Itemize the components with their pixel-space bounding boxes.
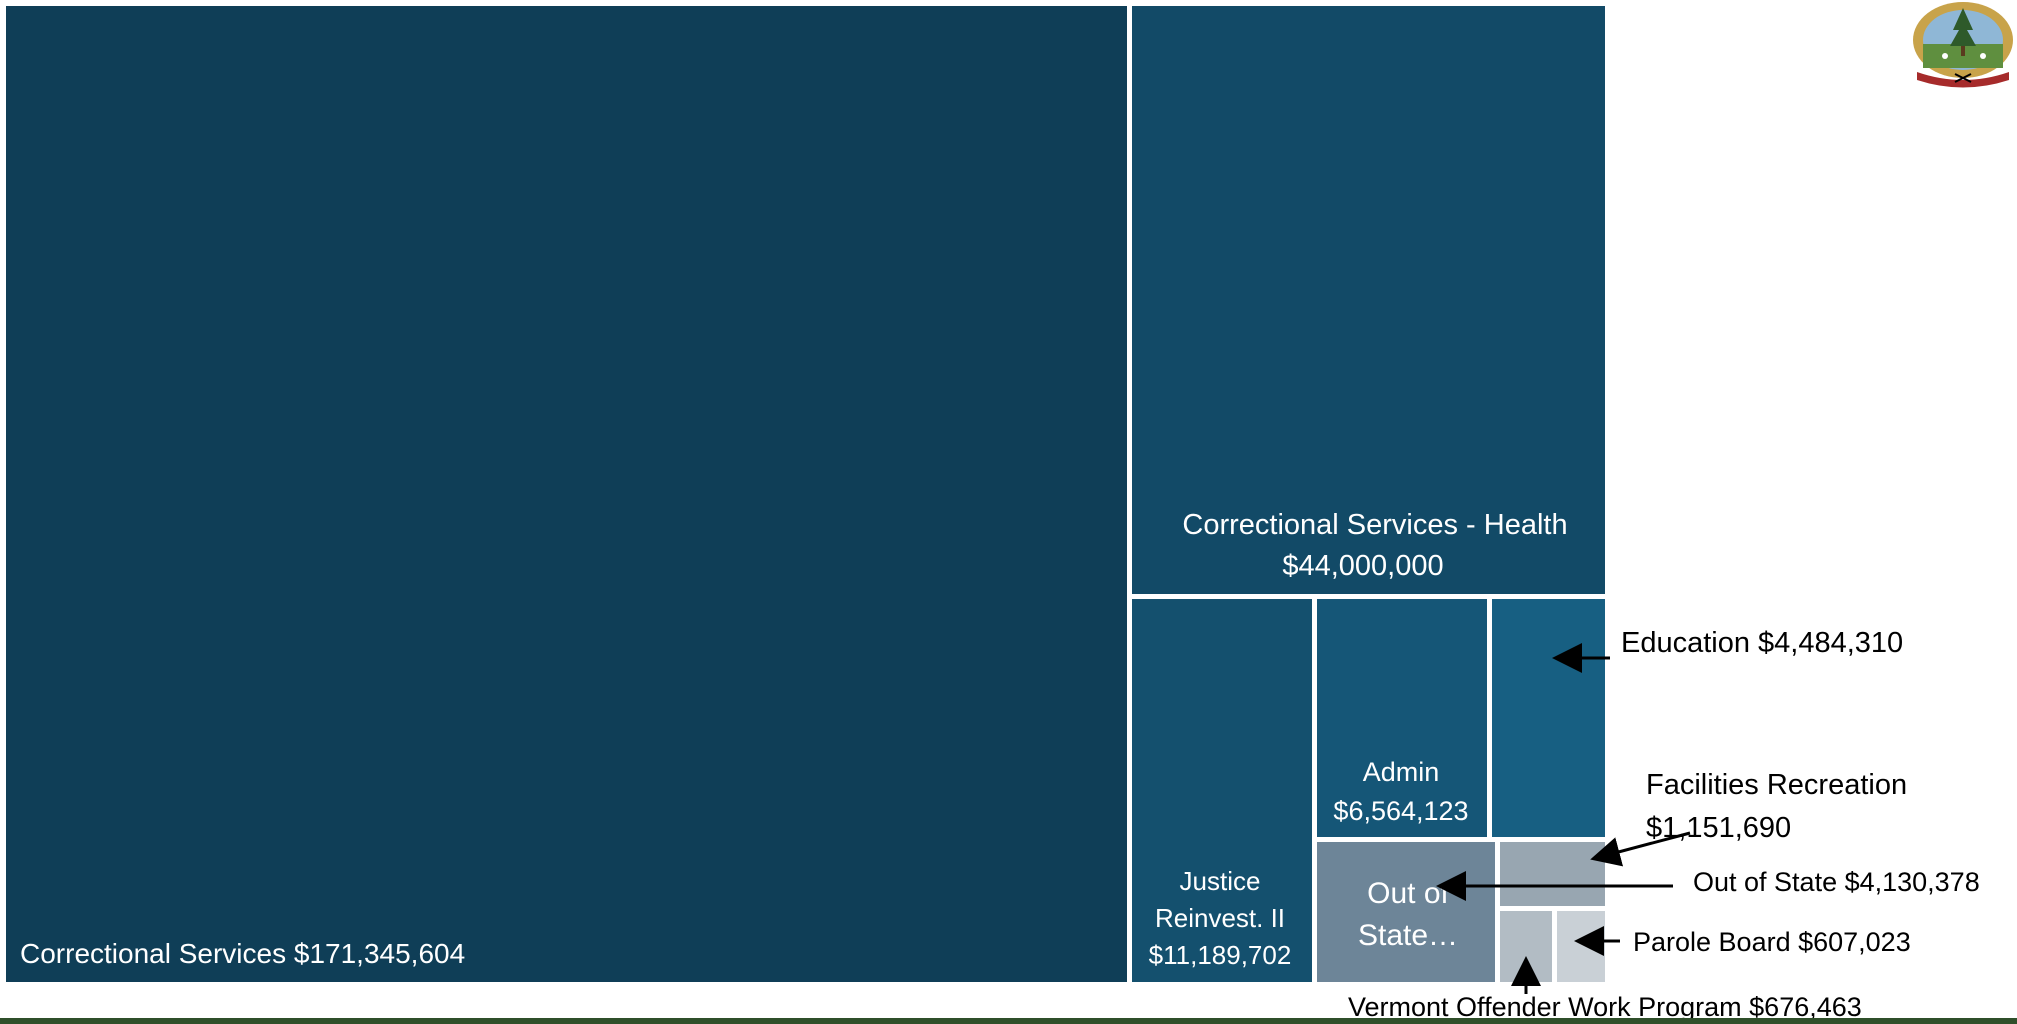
tile-education xyxy=(1492,599,1605,837)
tile-label-correctional-services-health-0: Correctional Services - Health xyxy=(1182,509,1567,541)
tile-out-of-state xyxy=(1317,842,1495,982)
tile-correctional-services xyxy=(6,6,1127,982)
callout-label-out-of-state-0: Out of State $4,130,378 xyxy=(1693,867,1980,897)
tile-admin xyxy=(1317,599,1487,837)
tile-label-admin-1: $6,564,123 xyxy=(1333,796,1468,826)
tile-label-correctional-services-health-1: $44,000,000 xyxy=(1282,550,1443,582)
tile-label-admin-0: Admin xyxy=(1363,757,1440,787)
callout-label-vermont-offender-work-program-0: Vermont Offender Work Program $676,463 xyxy=(1348,992,1862,1022)
tile-parole-board xyxy=(1557,911,1605,982)
callout-label-parole-board-0: Parole Board $607,023 xyxy=(1633,927,1911,957)
tile-correctional-services-health xyxy=(1132,6,1605,594)
tile-label-justice-reinvest-ii-0: Justice xyxy=(1180,866,1261,896)
tile-label-justice-reinvest-ii-2: $11,189,702 xyxy=(1149,940,1292,970)
callout-label-facilities-recreation-0: Facilities Recreation xyxy=(1646,769,1907,801)
callout-label-education-0: Education $4,484,310 xyxy=(1621,627,1903,659)
tile-facilities-recreation xyxy=(1500,842,1605,906)
callout-arrow-facilities-recreation xyxy=(1590,831,1691,867)
tile-label-out-of-state-0: Out of xyxy=(1367,877,1449,910)
tile-justice-reinvest-ii xyxy=(1132,599,1312,982)
vermont-seal-logo xyxy=(1895,0,2017,88)
tile-label-out-of-state-1: State… xyxy=(1358,919,1458,952)
tile-label-correctional-services-0: Correctional Services $171,345,604 xyxy=(20,938,465,969)
tile-label-justice-reinvest-ii-1: Reinvest. II xyxy=(1155,903,1285,933)
bottom-divider xyxy=(0,1018,2017,1024)
